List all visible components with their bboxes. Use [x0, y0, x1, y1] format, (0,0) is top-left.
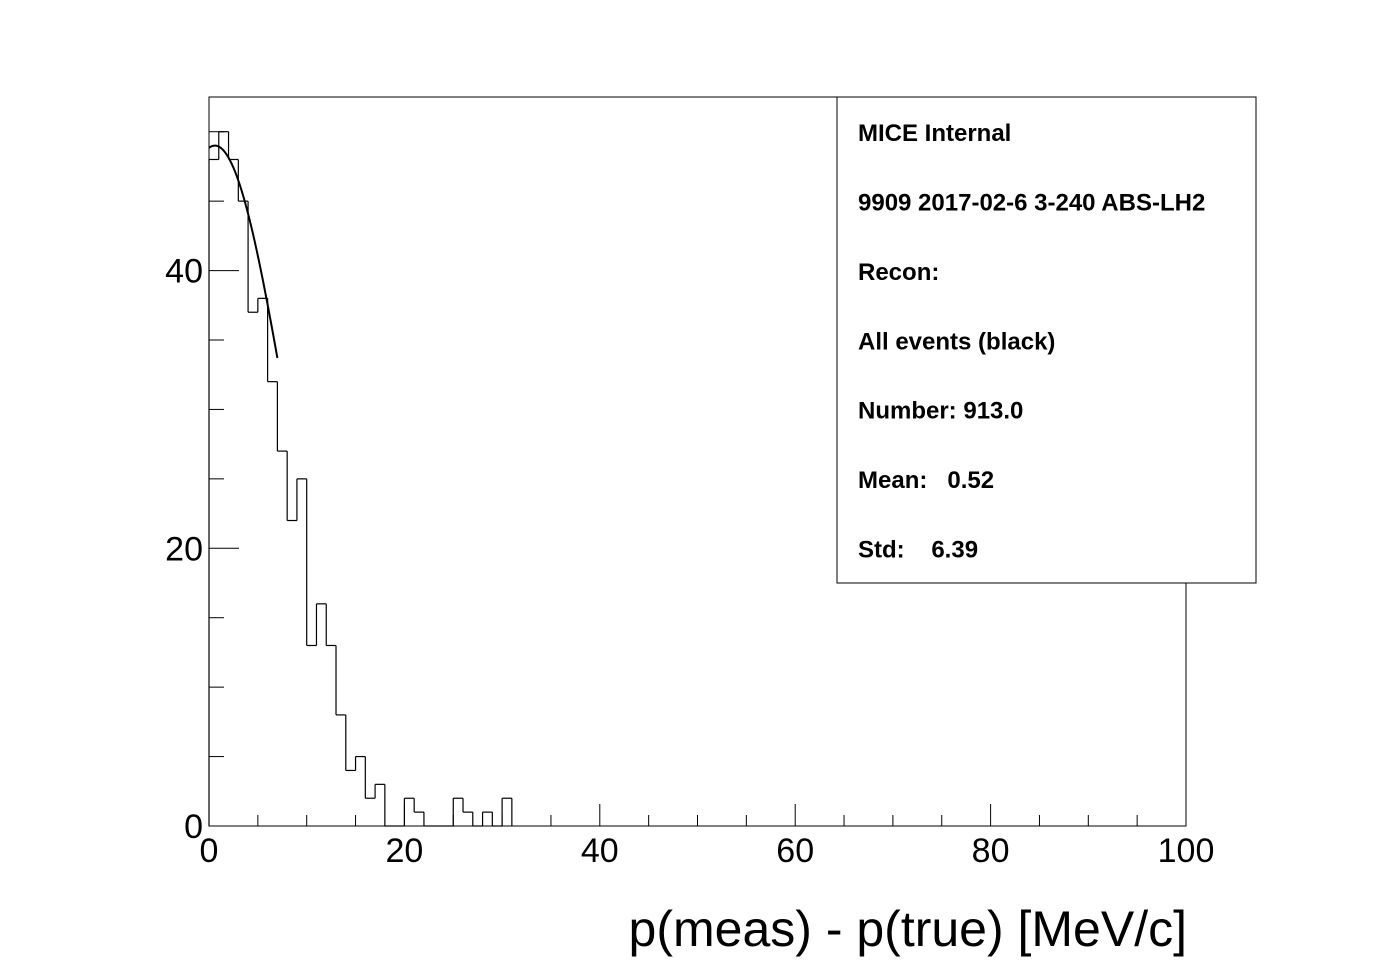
stats-box: MICE Internal 9909 2017-02-6 3-240 ABS-LH… [836, 96, 1257, 584]
stats-box-border [836, 96, 1257, 584]
stats-box-line: Std: 6.39 [858, 537, 978, 564]
x-tick-label: 20 [385, 832, 423, 870]
y-tick-label: 0 [184, 808, 203, 846]
stats-box-line: 9909 2017-02-6 3-240 ABS-LH2 [858, 189, 1205, 216]
gaussian-fit-curve [208, 144, 279, 359]
y-tick-label: 20 [165, 530, 203, 568]
y-tick-label: 40 [165, 253, 203, 291]
x-tick-label: 40 [581, 832, 619, 870]
axes: 0 20 40 60 80 100 0 20 40 [165, 131, 1215, 870]
stats-box-line: MICE Internal [858, 120, 1011, 147]
x-tick-label: 80 [972, 832, 1010, 870]
stats-box-line: Number: 913.0 [858, 398, 1023, 425]
x-axis-label: p(meas) - p(true) [MeV/c] [629, 901, 1187, 957]
x-tick-label: 0 [200, 832, 219, 870]
stats-box-line: All events (black) [858, 328, 1055, 355]
stats-box-line: Mean: 0.52 [858, 467, 994, 494]
stats-box-line: Recon: [858, 259, 939, 286]
x-tick-label: 100 [1158, 832, 1215, 870]
fit-curve-group [208, 144, 279, 359]
x-tick-label: 60 [776, 832, 814, 870]
